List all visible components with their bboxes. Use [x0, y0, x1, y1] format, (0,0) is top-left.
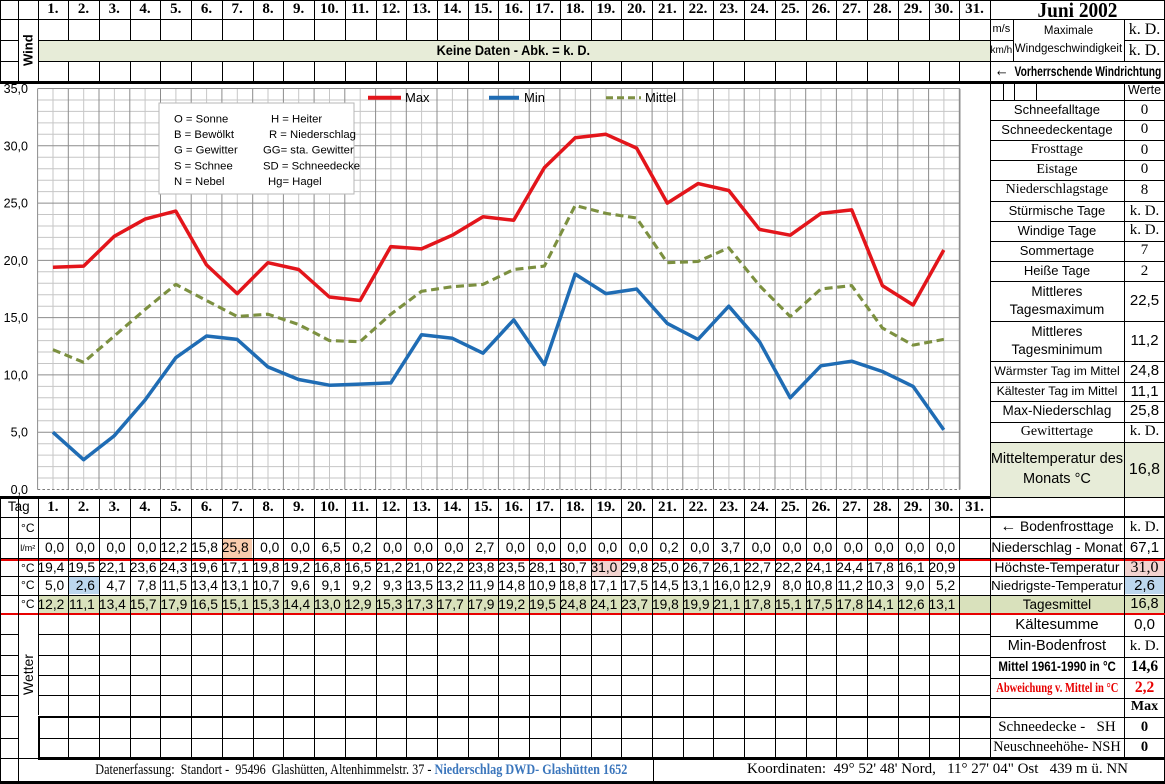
svg-text:R = Niederschlag: R = Niederschlag — [269, 129, 356, 141]
svg-text:Min: Min — [524, 90, 545, 105]
svg-text:GG= sta. Gewitter: GG= sta. Gewitter — [263, 145, 354, 157]
svg-text:30,0: 30,0 — [4, 139, 28, 153]
svg-text:15,0: 15,0 — [4, 311, 28, 325]
svg-text:35,0: 35,0 — [4, 82, 28, 96]
svg-text:10,0: 10,0 — [4, 368, 28, 382]
svg-text:H = Heiter: H = Heiter — [271, 114, 322, 126]
svg-text:Mittel: Mittel — [645, 90, 676, 105]
svg-text:20,0: 20,0 — [4, 254, 28, 268]
svg-text:G = Gewitter: G = Gewitter — [174, 145, 238, 157]
svg-text:O = Sonne: O = Sonne — [174, 114, 228, 126]
svg-text:S = Schnee: S = Schnee — [174, 160, 233, 172]
svg-text:B = Bewölkt: B = Bewölkt — [174, 129, 235, 141]
svg-text:Max: Max — [405, 90, 430, 105]
svg-text:SD = Schneedecke: SD = Schneedecke — [263, 160, 360, 172]
svg-text:Hg= Hagel: Hg= Hagel — [268, 176, 322, 188]
svg-text:0,0: 0,0 — [11, 483, 28, 497]
svg-text:5,0: 5,0 — [11, 426, 28, 440]
svg-text:N = Nebel: N = Nebel — [174, 176, 225, 188]
svg-text:25,0: 25,0 — [4, 197, 28, 211]
